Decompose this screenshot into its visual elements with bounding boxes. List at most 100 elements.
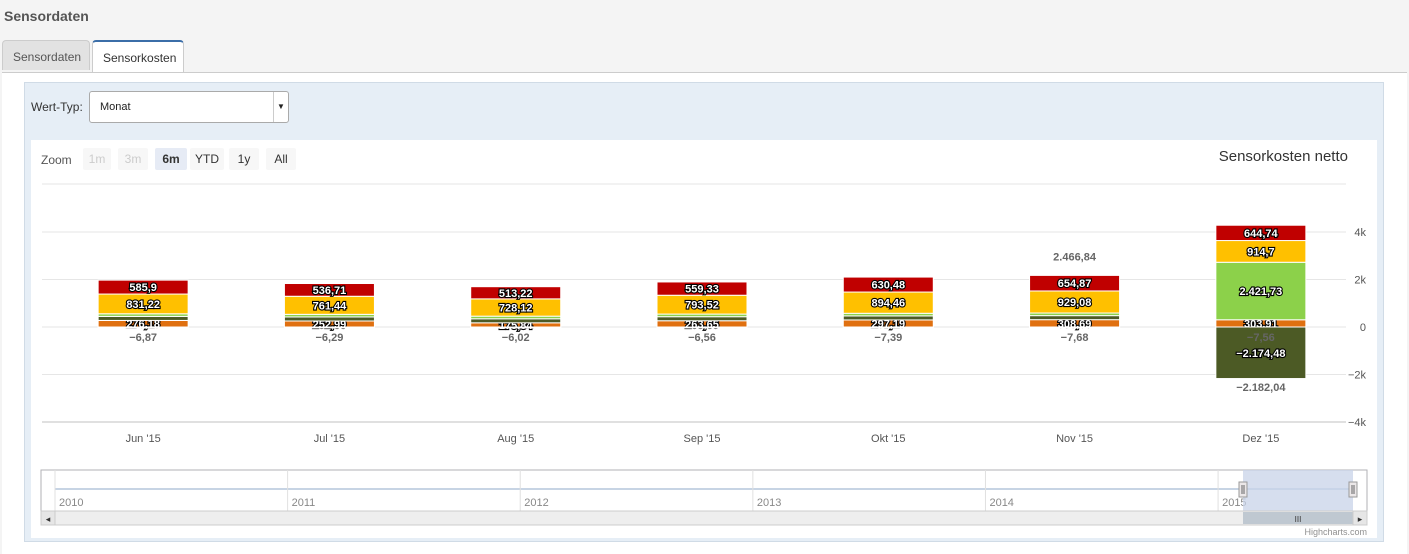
x-tick-label: Jun '15 (126, 433, 161, 445)
zoom-button-label: 1y (238, 152, 251, 166)
navigator-year-label: 2014 (989, 497, 1013, 509)
data-label: 559,33 (685, 284, 719, 296)
zoom-button-label: YTD (195, 152, 219, 166)
data-label: −6,02 (502, 332, 530, 344)
data-label: 793,52 (685, 300, 719, 312)
x-tick-label: Jul '15 (314, 433, 345, 445)
data-label: −6,29 (316, 332, 344, 344)
scroll-right-button[interactable] (1352, 510, 1368, 526)
bar-segment[interactable] (1215, 224, 1307, 242)
bar-segment[interactable] (1029, 315, 1121, 321)
zoom-button-ytd[interactable] (190, 148, 224, 170)
x-tick-label: Okt '15 (871, 433, 906, 445)
zoom-button-label: All (274, 152, 287, 166)
navigator-year-label: 2010 (59, 497, 83, 509)
y-tick-label: 4k (1354, 227, 1366, 239)
scrollbar-track[interactable] (40, 510, 1368, 526)
zoom-button-1m[interactable] (83, 148, 111, 170)
zoom-button-1y[interactable] (229, 148, 259, 170)
navigator-handle[interactable] (1348, 481, 1358, 498)
bar-segment[interactable] (842, 315, 934, 321)
data-label: 894,46 (871, 298, 905, 310)
stack-total-label: −2.182,04 (1236, 382, 1286, 394)
bar-segment[interactable] (97, 315, 189, 321)
wert-typ-select[interactable]: Monat ▼ (89, 91, 289, 123)
zoom-button-3m[interactable] (118, 148, 148, 170)
stack-total-label: 2.466,84 (1053, 251, 1097, 263)
scrollbar-thumb[interactable] (1243, 512, 1353, 524)
bar-segment[interactable] (1215, 378, 1307, 381)
bar-segment[interactable] (283, 316, 375, 322)
navigator-frame (40, 469, 1368, 512)
bar-series: 276,18831,22585,9−6,87252,99761,44536,71… (97, 224, 1307, 394)
data-label: 914,7 (1247, 246, 1275, 258)
data-label: 929,08 (1058, 297, 1092, 309)
navigator-year-label: 2013 (757, 497, 781, 509)
y-tick-label: 2k (1354, 275, 1366, 287)
y-tick-label: −4k (1348, 417, 1367, 429)
zoom-button-label: 6m (162, 152, 179, 166)
page-title: Sensordaten (4, 8, 89, 24)
x-tick-label: Aug '15 (497, 433, 534, 445)
arrow-right-icon: ▸ (1358, 514, 1363, 524)
data-label: 513,22 (499, 288, 533, 300)
data-label: −2.174,48 (1236, 348, 1285, 360)
chart-title: Sensorkosten netto (1219, 148, 1348, 165)
bar-segment[interactable] (283, 326, 375, 329)
data-label: 630,48 (871, 280, 905, 292)
y-tick-label: 0 (1360, 322, 1366, 334)
navigator-year-label: 2012 (524, 497, 548, 509)
bar-segment[interactable] (97, 279, 189, 295)
data-label: −6,56 (688, 332, 716, 344)
data-label: 654,87 (1058, 278, 1092, 290)
bar-segment[interactable] (656, 316, 748, 322)
wert-typ-label: Wert-Typ: (31, 100, 83, 114)
y-axis: 4k 2k 0 −2k −4k (1348, 227, 1367, 429)
credits-link[interactable]: Highcharts.com (1304, 527, 1367, 537)
scroll-left-button[interactable] (40, 510, 56, 526)
data-label: 585,9 (129, 282, 157, 294)
navigator-year-label: 2015 (1222, 497, 1246, 509)
wert-typ-selected-value: Monat (100, 101, 131, 113)
bar-segment[interactable] (1029, 274, 1121, 292)
bar-segment[interactable] (656, 281, 748, 296)
zoom-buttons: 1m 3m 6m YTD 1y All (83, 148, 296, 170)
data-label: 536,71 (313, 285, 347, 297)
bar-segment[interactable] (470, 318, 562, 324)
bar-segment[interactable] (470, 286, 562, 300)
y-tick-label: −2k (1348, 370, 1367, 382)
bar-segment[interactable] (283, 283, 375, 297)
data-label: 831,22 (126, 299, 160, 311)
data-label: 728,12 (499, 303, 533, 315)
navigator-handle[interactable] (1238, 481, 1248, 498)
zoom-button-all[interactable] (266, 148, 296, 170)
bar-segment[interactable] (1029, 326, 1121, 329)
bar-segment[interactable] (656, 326, 748, 329)
navigator-year-label: 2011 (292, 497, 316, 509)
zoom-button-6m[interactable] (155, 148, 187, 170)
zoom-label: Zoom (41, 153, 72, 167)
arrow-left-icon: ◂ (46, 514, 51, 524)
bar-segment[interactable] (1215, 261, 1307, 321)
data-label: −7,39 (874, 332, 902, 344)
bar-segment[interactable] (842, 276, 934, 293)
bar-segment[interactable] (842, 326, 934, 329)
zoom-button-label: 3m (125, 152, 142, 166)
data-label: 761,44 (313, 300, 348, 312)
data-label: 2.421,73 (1239, 286, 1282, 298)
grid-lines (42, 183, 1346, 423)
data-label: −7,68 (1061, 332, 1089, 344)
chevron-down-icon: ▼ (273, 92, 288, 122)
scrollbar-grip-icon: III (1295, 515, 1302, 524)
bar-segment[interactable] (470, 326, 562, 329)
tab-sensordaten[interactable]: Sensordaten (2, 40, 90, 70)
x-tick-label: Sep '15 (684, 433, 721, 445)
bar-segment[interactable] (97, 326, 189, 329)
tab-sensorkosten[interactable]: Sensorkosten (92, 40, 184, 73)
navigator[interactable]: 2010 2011 2012 2013 2014 2015 III ◂ ▸ (40, 469, 1368, 526)
x-tick-label: Dez '15 (1242, 433, 1279, 445)
x-axis: Jun '15 Jul '15 Aug '15 Sep '15 Okt '15 Nov '… (126, 433, 1280, 445)
bar-segment[interactable] (1215, 326, 1307, 380)
zoom-button-label: 1m (89, 152, 106, 166)
